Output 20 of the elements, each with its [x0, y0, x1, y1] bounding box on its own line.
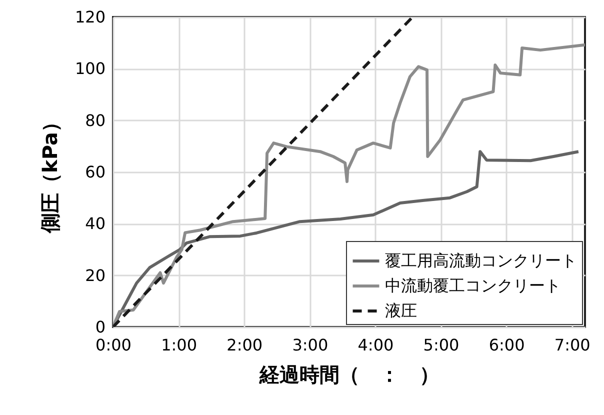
x-tick-label: 0:00	[96, 336, 132, 354]
y-tick-label: 60	[85, 162, 106, 182]
x-tick-label: 3:00	[292, 336, 328, 354]
legend-label: 液圧	[385, 301, 417, 320]
x-tick-label: 5:00	[423, 336, 460, 354]
y-tick-label: 20	[85, 266, 106, 285]
x-axis-title: 経過時間（ ： ）	[258, 362, 440, 386]
x-tick-label: 6:00	[488, 336, 525, 354]
y-tick-label: 0	[95, 318, 106, 336]
x-tick-label: 2:00	[226, 336, 263, 354]
y-tick-label: 40	[85, 214, 106, 234]
legend-label: 覆工用高流動コンクリート	[385, 251, 577, 270]
legend-label: 中流動覆工コンクリート	[385, 276, 561, 295]
y-tick-label: 120	[74, 8, 106, 26]
y-tick-label: 80	[85, 110, 106, 130]
x-tick-label: 4:00	[358, 336, 394, 354]
x-tick-label: 7:00	[554, 336, 590, 354]
x-tick-label: 1:00	[161, 336, 198, 354]
y-axis-title: 側圧（kPa）	[38, 112, 62, 234]
y-tick-label: 100	[74, 59, 106, 78]
